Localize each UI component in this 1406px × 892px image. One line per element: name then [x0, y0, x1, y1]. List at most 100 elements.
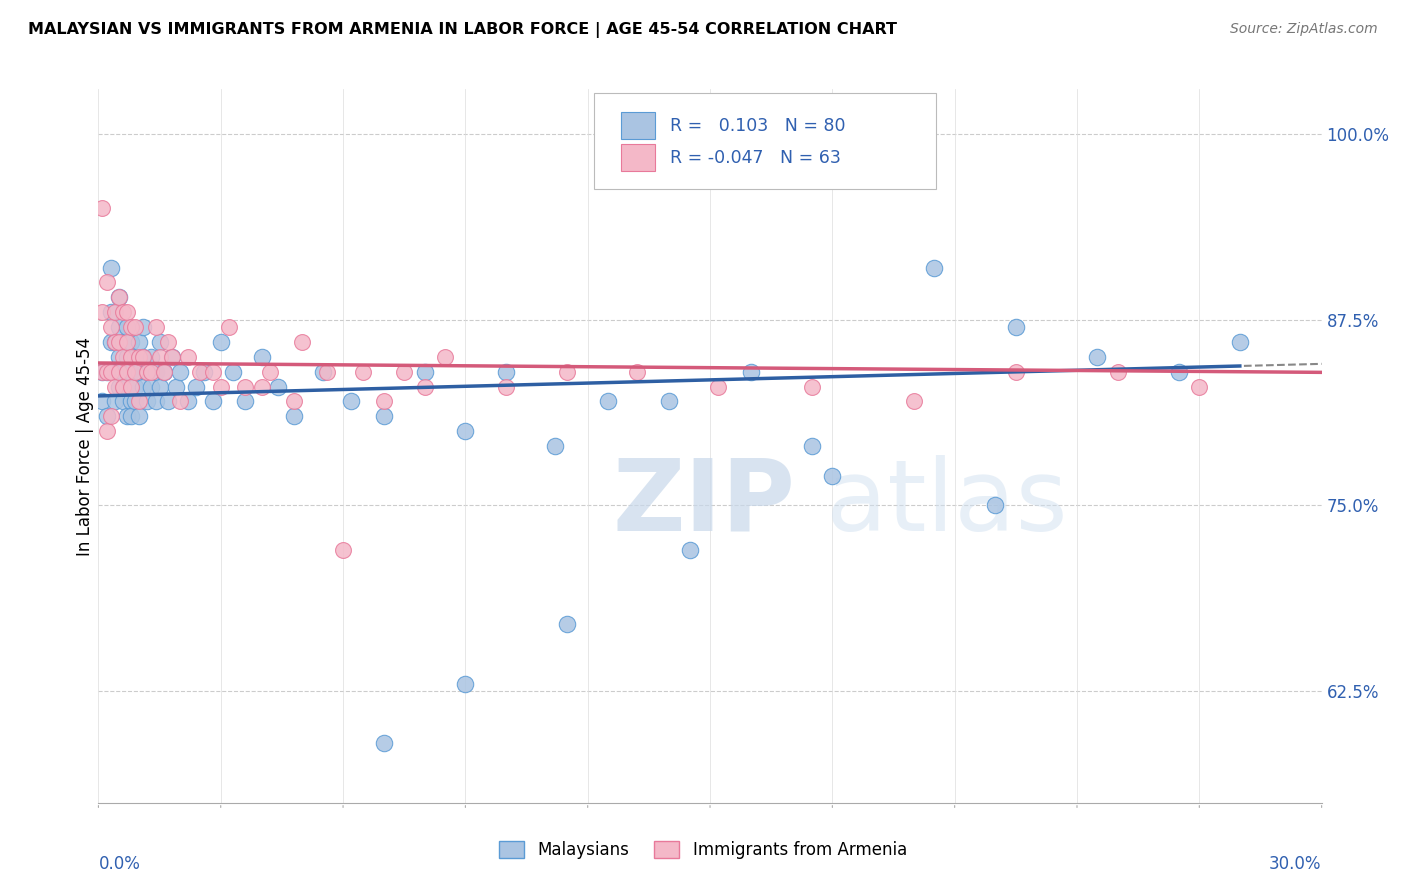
Point [1085, 350, 1108, 364]
Point [454, 677, 477, 691]
Point [373, 409, 395, 424]
Point [124, 365, 146, 379]
Point [922, 260, 945, 275]
Point [104, 365, 127, 379]
Text: ZIP: ZIP [612, 455, 794, 551]
Point [250, 379, 273, 393]
Y-axis label: In Labor Force | Age 45-54: In Labor Force | Age 45-54 [76, 336, 94, 556]
Point [124, 394, 146, 409]
Point [156, 394, 179, 409]
Point [115, 334, 138, 349]
Point [312, 365, 335, 379]
Point [96, 365, 118, 379]
Point [283, 394, 305, 409]
Text: R =   0.103   N = 80: R = 0.103 N = 80 [669, 117, 845, 135]
Point [120, 409, 142, 424]
Point [555, 365, 579, 379]
Point [111, 379, 134, 393]
Point [658, 394, 681, 409]
Point [186, 379, 208, 393]
Point [111, 305, 134, 319]
Point [373, 736, 395, 750]
Point [124, 379, 146, 393]
Point [413, 379, 436, 393]
Point [160, 350, 183, 364]
Point [801, 439, 824, 453]
Point [598, 394, 620, 409]
Point [128, 365, 150, 379]
Point [209, 334, 232, 349]
Point [132, 350, 155, 364]
Point [128, 350, 150, 364]
Point [128, 394, 150, 409]
Point [626, 365, 648, 379]
Point [201, 394, 224, 409]
Point [145, 320, 167, 334]
Point [104, 305, 127, 319]
Point [434, 350, 457, 364]
Point [222, 365, 245, 379]
Point [801, 379, 824, 393]
Point [96, 365, 118, 379]
Legend: Malaysians, Immigrants from Armenia: Malaysians, Immigrants from Armenia [492, 834, 914, 866]
Point [267, 379, 290, 393]
Point [193, 365, 215, 379]
Point [96, 276, 118, 290]
Point [124, 350, 146, 364]
Point [332, 543, 354, 558]
Point [115, 350, 138, 364]
FancyBboxPatch shape [593, 93, 936, 189]
Point [115, 379, 138, 393]
Point [149, 379, 172, 393]
Point [233, 379, 256, 393]
Point [104, 394, 127, 409]
Point [544, 439, 567, 453]
Point [352, 365, 374, 379]
Point [454, 424, 477, 438]
Point [413, 365, 436, 379]
Point [201, 365, 224, 379]
Point [903, 394, 925, 409]
Point [1004, 365, 1026, 379]
Point [108, 365, 131, 379]
Text: Source: ZipAtlas.com: Source: ZipAtlas.com [1230, 22, 1378, 37]
Point [96, 424, 118, 438]
Point [165, 379, 187, 393]
FancyBboxPatch shape [620, 112, 655, 139]
Point [91, 365, 114, 379]
Point [108, 350, 131, 364]
Point [120, 334, 142, 349]
Point [111, 394, 134, 409]
Point [100, 260, 122, 275]
Point [1188, 379, 1211, 393]
Point [1004, 320, 1026, 334]
Point [188, 365, 212, 379]
Point [141, 379, 163, 393]
Point [100, 305, 122, 319]
Point [120, 365, 142, 379]
Point [120, 379, 142, 393]
Point [821, 468, 844, 483]
Point [984, 499, 1007, 513]
Point [136, 394, 159, 409]
Point [111, 365, 134, 379]
Point [128, 334, 150, 349]
Point [1107, 365, 1129, 379]
Point [141, 350, 163, 364]
Point [152, 365, 174, 379]
Point [108, 379, 131, 393]
Point [218, 320, 240, 334]
Text: 0.0%: 0.0% [98, 855, 141, 873]
Point [209, 379, 232, 393]
Point [177, 350, 200, 364]
Point [91, 305, 114, 319]
Point [149, 334, 172, 349]
Point [152, 365, 174, 379]
Point [111, 334, 134, 349]
Point [315, 365, 337, 379]
Text: MALAYSIAN VS IMMIGRANTS FROM ARMENIA IN LABOR FORCE | AGE 45-54 CORRELATION CHAR: MALAYSIAN VS IMMIGRANTS FROM ARMENIA IN … [28, 22, 897, 38]
Point [104, 334, 127, 349]
Point [111, 350, 134, 364]
Point [124, 320, 146, 334]
Point [120, 394, 142, 409]
